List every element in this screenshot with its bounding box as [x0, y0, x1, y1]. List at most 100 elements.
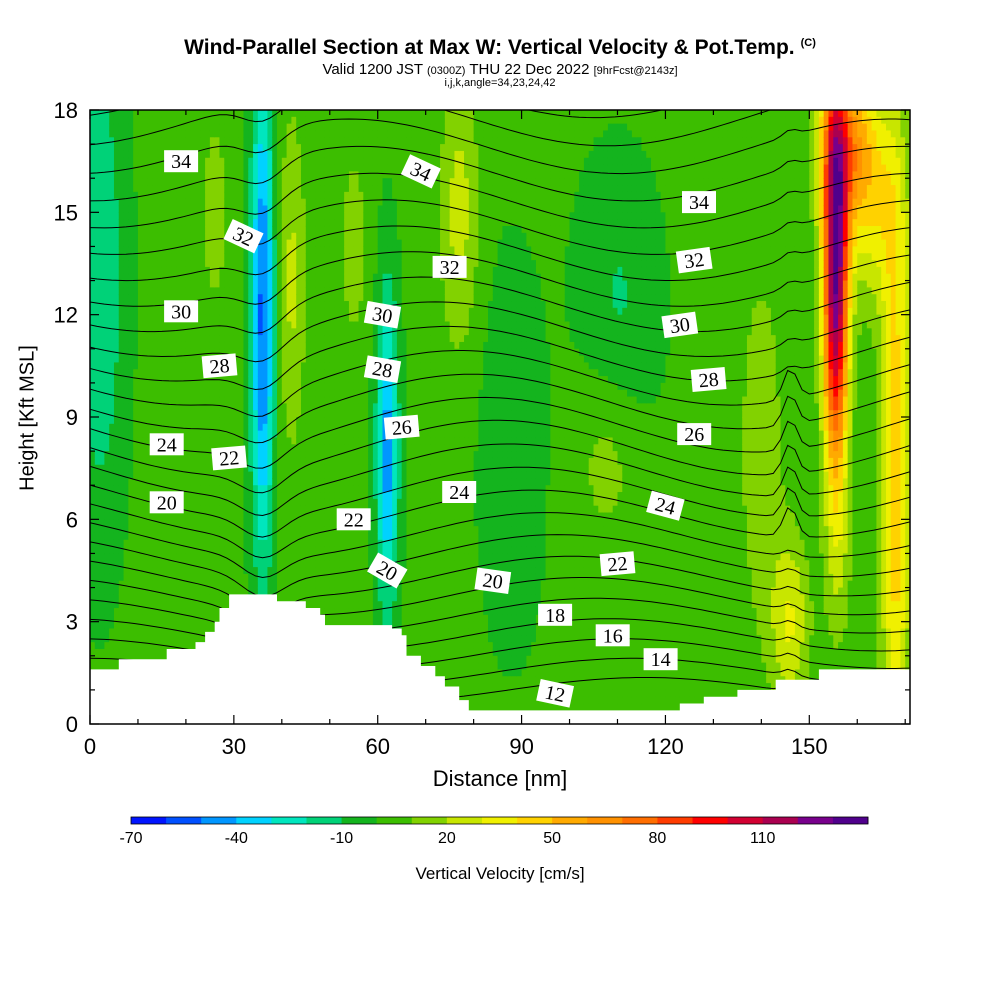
colorbar-swatch: [622, 817, 658, 824]
isentrope-line: [90, 276, 910, 334]
y-tick-label: 12: [54, 303, 78, 328]
isentrope-line: [90, 466, 910, 538]
isentrope-line: [90, 555, 910, 616]
y-tick-label: 9: [66, 405, 78, 430]
colorbar-swatch: [411, 817, 448, 824]
contour-label: 28: [201, 353, 238, 379]
isentrope-line: [90, 110, 772, 147]
contour-label: 30: [661, 311, 699, 339]
colorbar-tick-label: -70: [119, 830, 142, 847]
contour-label-text: 34: [171, 151, 191, 173]
contour-label-text: 28: [371, 358, 395, 383]
contour-label: 30: [363, 300, 402, 329]
contour-label: 24: [149, 433, 184, 456]
contour-label-text: 26: [391, 416, 413, 440]
contour-label-text: 14: [651, 649, 671, 671]
colorbar-swatch: [201, 817, 237, 824]
contour-label-text: 26: [684, 424, 704, 446]
contour-label-text: 30: [371, 303, 395, 328]
contour-label: 22: [336, 508, 371, 531]
contour-label: 12: [536, 679, 575, 708]
contour-label-text: 32: [683, 249, 706, 274]
colorbar-swatch: [657, 817, 693, 824]
colorbar-swatch: [797, 817, 834, 824]
isentrope-line: [90, 350, 910, 418]
isentrope-line: [90, 35, 910, 90]
contour-label-text: 34: [689, 192, 709, 214]
contour-label: 32: [675, 246, 713, 274]
indices-line: i,j,k,angle=34,23,24,42: [444, 77, 556, 89]
colorbar-swatch: [692, 817, 729, 824]
colorbar-swatch: [552, 817, 588, 824]
contour-label-text: 18: [545, 605, 565, 627]
x-tick-label: 30: [222, 734, 246, 759]
y-tick-label: 0: [66, 712, 78, 737]
contour-label: 14: [643, 648, 678, 671]
contour-label: 22: [599, 551, 636, 577]
isentrope-line: [90, 5, 910, 61]
colorbar-swatch: [271, 817, 307, 824]
x-tick-label: 120: [647, 734, 684, 759]
contour-label: 22: [211, 445, 247, 471]
terrain-mask: [90, 594, 910, 724]
isentrope-line: [90, 534, 910, 597]
isentrope-line: [90, 145, 910, 202]
isentrope-line: [90, 325, 910, 391]
colorbar-swatch: [481, 817, 518, 824]
colorbar-swatch: [762, 817, 799, 824]
contour-label-text: 32: [440, 257, 460, 279]
colorbar-swatch: [341, 817, 378, 824]
isentrope-line: [90, 118, 910, 175]
colorbar-tick-label: 50: [543, 830, 561, 847]
colorbar-tick-label: 20: [438, 830, 456, 847]
contour-label-text: 20: [481, 569, 504, 594]
colorbar-swatch: [131, 817, 167, 824]
colorbar-swatch: [587, 817, 623, 824]
colorbar-tick-label: 80: [649, 830, 667, 847]
contour-label: 20: [474, 567, 512, 594]
colorbar-label: Vertical Velocity [cm/s]: [415, 864, 585, 883]
isentrope-line: [90, 443, 910, 517]
contour-label-text: 16: [603, 625, 623, 647]
y-tick-label: 18: [54, 98, 78, 123]
isentrope-line: [90, 419, 910, 494]
colorbar-swatch: [236, 817, 272, 824]
contour-label: 24: [442, 481, 477, 504]
x-tick-label: 90: [509, 734, 533, 759]
contour-label: 32: [432, 255, 467, 279]
contour-label: 24: [646, 490, 685, 521]
contour-label: 34: [682, 191, 716, 214]
contour-label-text: 22: [218, 447, 240, 471]
colorbar-tick-label: -40: [225, 830, 248, 847]
isentrope-line: [90, 489, 910, 559]
contour-label: 20: [149, 491, 184, 514]
contour-label-text: 28: [209, 355, 231, 379]
contour-label: 16: [595, 624, 630, 647]
colorbar-swatch: [376, 817, 413, 824]
contour-label: 26: [677, 423, 712, 446]
isentrope-line: [90, 251, 910, 307]
valid-time-line: Valid 1200 JST (0300Z) THU 22 Dec 2022 […: [322, 61, 678, 78]
contour-label-text: 20: [157, 492, 177, 514]
colorbar-tick-label: 110: [750, 830, 776, 847]
terrain-profile: [90, 594, 910, 724]
isentrope-line: [90, 512, 910, 579]
colorbar-tick-label: -10: [330, 830, 353, 847]
y-tick-label: 15: [54, 200, 78, 225]
contour-label: 18: [538, 603, 573, 627]
isentrope-line: [90, 172, 910, 229]
contour-label-text: 12: [543, 681, 567, 707]
contour-label: 34: [164, 150, 199, 173]
contour-label-text: 30: [171, 301, 191, 323]
axes: 0 30 60 90 120 150 0 3 6 9 12 15 18: [54, 98, 910, 759]
contour-label-text: 28: [698, 369, 720, 393]
colorbar-swatch: [832, 817, 869, 824]
colorbar-swatch: [727, 817, 764, 824]
contour-label: 28: [363, 355, 402, 383]
x-tick-label: 150: [791, 734, 828, 759]
isentrope-line: [90, 373, 910, 444]
contour-label-text: 24: [449, 482, 469, 504]
contour-label-text: 30: [669, 314, 692, 339]
